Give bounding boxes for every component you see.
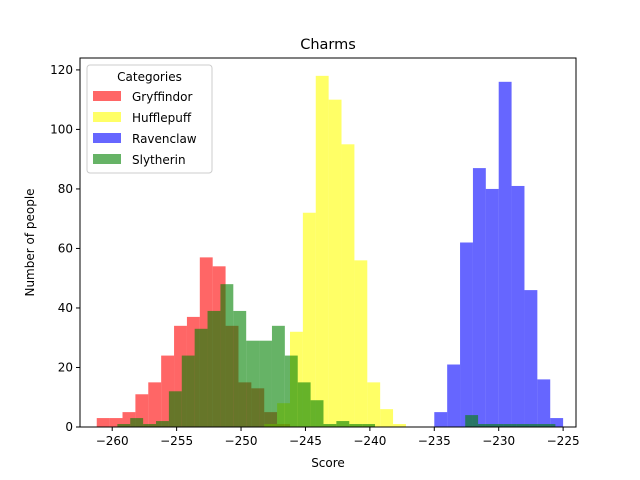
legend-label-slytherin: Slytherin [132, 153, 186, 167]
x-tick-label-0: −260 [96, 434, 129, 448]
bar-slytherin-18 [349, 424, 363, 427]
bar-slytherin-8 [220, 284, 234, 427]
bar-ravenclaw-0 [434, 412, 448, 427]
bar-slytherin-2 [143, 424, 157, 427]
bar-gryffindor-4 [148, 382, 162, 427]
bar-hufflepuff-7 [354, 260, 368, 427]
bar-hufflepuff-6 [341, 144, 355, 428]
x-tick-label-1: −255 [160, 434, 193, 448]
axes-layer: −260 −255 −250 −245 −240 −235 −230 −225 0 20 40 60 8… [50, 57, 580, 448]
bar-gryffindor-0 [96, 418, 110, 427]
bar-slytherin-26 [542, 424, 556, 427]
bar-slytherin-9 [233, 310, 247, 427]
bar-hufflepuff-10 [393, 424, 406, 427]
x-axis-label: Score [311, 456, 345, 470]
bar-ravenclaw-8 [537, 379, 551, 427]
y-tick-label-0: 0 [65, 420, 73, 434]
legend-swatch-gryffindor [93, 91, 121, 101]
bar-slytherin-16 [323, 424, 337, 427]
bar-slytherin-5 [181, 355, 195, 427]
bar-slytherin-4 [168, 391, 182, 427]
chart-title: Charms [300, 37, 356, 53]
bar-slytherin-19 [362, 424, 376, 427]
bar-slytherin-10 [246, 340, 260, 427]
y-tick-label-1: 20 [58, 360, 73, 374]
x-tick-label-2: −250 [225, 434, 258, 448]
bar-slytherin-12 [271, 325, 285, 427]
legend: Categories Gryffindor Hufflepuff Ravenclaw S… [86, 64, 213, 174]
bar-slytherin-25 [529, 424, 543, 427]
bar-slytherin-24 [516, 424, 530, 427]
bar-ravenclaw-3 [472, 168, 486, 427]
bar-slytherin-13 [284, 355, 298, 427]
bar-gryffindor-1 [109, 418, 123, 427]
bar-hufflepuff-8 [367, 382, 381, 427]
y-tick-label-3: 60 [58, 241, 73, 255]
bar-hufflepuff-5 [328, 99, 342, 427]
x-tick-label-4: −240 [353, 434, 386, 448]
y-axis-label: Number of people [23, 188, 37, 296]
y-tick-label-2: 40 [58, 301, 73, 315]
legend-label-gryffindor: Gryffindor [132, 90, 193, 104]
bar-slytherin-23 [503, 424, 517, 427]
bar-slytherin-20 [465, 415, 479, 427]
plot-frame [79, 57, 577, 428]
legend-label-ravenclaw: Ravenclaw [132, 132, 197, 146]
x-tick-label-5: −235 [418, 434, 451, 448]
bar-ravenclaw-5 [498, 81, 512, 427]
bar-slytherin-1 [130, 418, 144, 427]
legend-title: Categories [117, 70, 182, 84]
bar-ravenclaw-7 [524, 290, 538, 427]
bar-slytherin-7 [207, 310, 221, 427]
legend-label-hufflepuff: Hufflepuff [132, 111, 192, 125]
y-tick-label-6: 120 [50, 63, 73, 77]
bar-slytherin-15 [310, 400, 324, 427]
legend-swatch-slytherin [93, 154, 121, 164]
bar-hufflepuff-9 [380, 409, 394, 427]
y-tick-label-5: 100 [50, 122, 73, 136]
bar-ravenclaw-1 [447, 364, 461, 427]
bar-ravenclaw-6 [511, 185, 525, 427]
bar-ravenclaw-4 [485, 188, 499, 427]
legend-swatch-ravenclaw [93, 133, 121, 143]
bar-slytherin-11 [259, 340, 272, 427]
legend-swatch-hufflepuff [93, 112, 121, 122]
bar-slytherin-14 [297, 382, 311, 427]
bar-slytherin-6 [194, 328, 208, 427]
x-tick-label-7: −225 [547, 434, 580, 448]
bar-slytherin-3 [156, 421, 169, 427]
bar-slytherin-0 [117, 424, 131, 427]
x-tick-label-3: −245 [289, 434, 322, 448]
bars-layer [96, 75, 564, 428]
x-tick-label-6: −230 [482, 434, 515, 448]
bar-hufflepuff-4 [315, 75, 329, 427]
y-tick-label-4: 80 [58, 182, 73, 196]
bar-slytherin-22 [490, 424, 504, 427]
bar-slytherin-17 [336, 421, 350, 427]
bar-hufflepuff-3 [302, 212, 316, 427]
bar-ravenclaw-2 [460, 242, 473, 427]
bar-slytherin-21 [478, 424, 491, 427]
bar-ravenclaw-9 [550, 418, 564, 427]
